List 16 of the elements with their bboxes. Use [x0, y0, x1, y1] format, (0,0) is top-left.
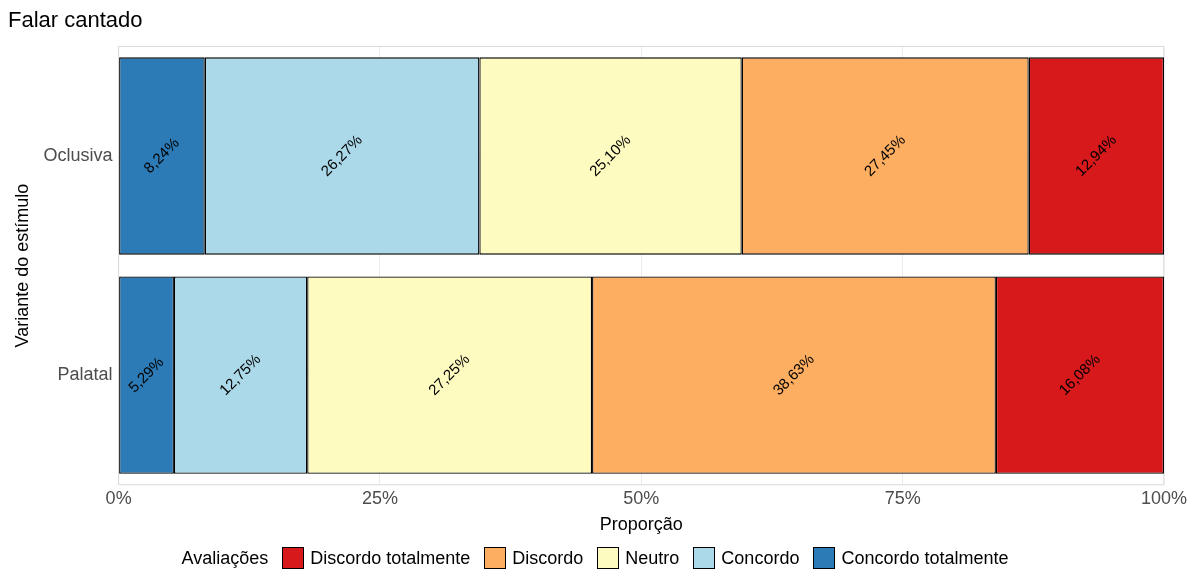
legend-label: Discordo [512, 547, 584, 569]
x-tick-label: 25% [361, 487, 398, 508]
legend-label: Neutro [625, 547, 680, 569]
y-tick-label: Oclusiva [43, 144, 114, 165]
legend-label: Concordo [721, 547, 800, 569]
x-axis-title: Proporção [599, 514, 683, 535]
chart-title: Falar cantado [8, 7, 143, 33]
y-axis-title: Variante do estímulo [11, 183, 32, 348]
x-tick-label: 75% [884, 487, 921, 508]
x-tick-label: 100% [1140, 487, 1187, 508]
legend-label: Concordo totalmente [841, 547, 1009, 569]
x-tick-label: 50% [623, 487, 660, 508]
x-tick-label: 0% [105, 487, 132, 508]
legend-title: Avaliações [181, 547, 269, 569]
y-tick-label: Palatal [57, 364, 113, 385]
legend-label: Discordo totalmente [310, 547, 471, 569]
